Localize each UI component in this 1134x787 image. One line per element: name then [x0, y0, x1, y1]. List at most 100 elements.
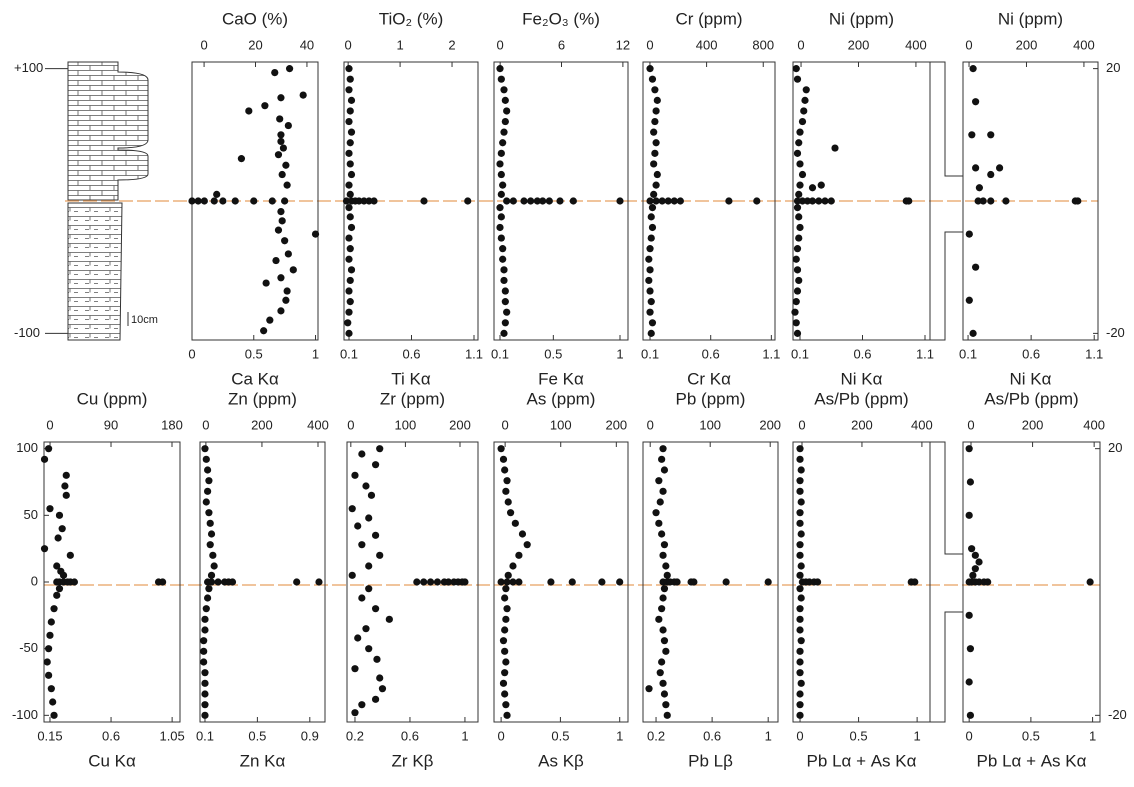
data-point: [444, 578, 453, 586]
data-point: [616, 197, 624, 205]
plot-frame: [962, 61, 1099, 341]
data-point: [45, 645, 53, 653]
data-point: [502, 585, 510, 593]
data-point: [346, 190, 354, 198]
data-point: [965, 296, 973, 304]
data-point: [231, 197, 239, 205]
data-point: [500, 266, 508, 274]
data-point: [796, 477, 804, 485]
data-point: [797, 498, 805, 506]
bottom-axis-title: Cr Kα: [687, 369, 731, 388]
data-point: [795, 234, 803, 242]
data-point: [219, 197, 227, 205]
data-point: [345, 308, 353, 316]
data-point: [281, 197, 289, 205]
plot-frame: [493, 61, 629, 341]
data-point: [646, 245, 654, 253]
data-point: [201, 626, 209, 634]
data-point: [50, 605, 58, 613]
data-point: [795, 190, 803, 198]
data-point: [800, 107, 808, 115]
x2-tick-label: 0: [497, 37, 504, 52]
data-point: [289, 266, 297, 274]
x-tick-label: 0.5: [1022, 728, 1040, 743]
data-point: [658, 605, 666, 613]
x-tick-label: 0.5: [245, 346, 263, 361]
data-point: [202, 498, 210, 506]
data-point: [503, 308, 511, 316]
x2-tick-label: 800: [752, 37, 774, 52]
data-point: [371, 605, 380, 613]
data-point: [50, 711, 58, 719]
data-point: [59, 571, 68, 579]
x2-tick-label: 400: [905, 37, 927, 52]
data-point: [1074, 197, 1082, 205]
data-point: [272, 256, 280, 265]
data-point: [796, 181, 804, 189]
data-point: [205, 509, 213, 517]
data-point: [245, 107, 253, 115]
x-tick-label: 0.9: [301, 728, 319, 743]
data-point: [646, 308, 654, 316]
data-point: [501, 287, 509, 295]
data-point: [497, 213, 505, 221]
x2-tick-label: 400: [696, 37, 718, 52]
data-point: [796, 551, 804, 559]
data-point: [420, 197, 428, 205]
x2-tick-label: 200: [449, 417, 471, 432]
x-tick-label: 1.05: [159, 728, 184, 743]
x-tick-label: 0: [497, 728, 504, 743]
x-tick-label: 0.1: [491, 346, 509, 361]
data-point: [284, 121, 292, 130]
data-point: [655, 519, 663, 527]
data-point: [49, 698, 57, 706]
data-point: [371, 461, 380, 469]
data-point: [503, 477, 511, 485]
data-point: [497, 170, 505, 179]
data-point: [664, 197, 672, 205]
data-point: [203, 594, 212, 602]
data-point: [362, 482, 370, 490]
x-tick-label: 1: [616, 346, 623, 361]
data-point: [497, 190, 505, 198]
data-point: [499, 455, 508, 463]
data-point: [793, 245, 802, 253]
data-point: [539, 197, 547, 205]
data-point: [201, 669, 209, 677]
data-point: [203, 466, 212, 474]
data-point: [655, 477, 663, 485]
x-tick-label: 0.5: [544, 346, 562, 361]
data-point: [201, 701, 209, 709]
data-point: [663, 711, 671, 719]
top-axis-title: As (ppm): [527, 389, 596, 408]
data-point: [210, 562, 218, 570]
data-point: [237, 155, 246, 163]
data-point: [652, 139, 660, 147]
x-tick-label: 0.6: [702, 346, 720, 361]
data-point: [616, 578, 624, 586]
data-point: [650, 190, 658, 198]
x2-tick-label: 100: [395, 417, 417, 432]
data-point: [652, 107, 660, 115]
data-point: [54, 534, 62, 542]
data-point: [797, 637, 805, 645]
data-point: [648, 319, 657, 327]
data-point: [815, 197, 823, 205]
data-point: [345, 329, 353, 337]
data-point: [646, 287, 654, 295]
data-point: [46, 505, 54, 513]
data-point: [345, 234, 353, 242]
bottom-axis-title: Cu Kα: [88, 751, 136, 770]
data-point: [207, 578, 216, 586]
x2-tick-label: 200: [605, 417, 627, 432]
data-point: [971, 551, 979, 559]
data-point: [282, 296, 290, 304]
data-point: [281, 237, 289, 245]
data-point: [62, 491, 70, 499]
data-point: [647, 213, 655, 221]
x-tick-label: 0: [796, 728, 803, 743]
data-point: [501, 96, 509, 104]
data-point: [796, 605, 804, 613]
data-point: [43, 658, 51, 666]
